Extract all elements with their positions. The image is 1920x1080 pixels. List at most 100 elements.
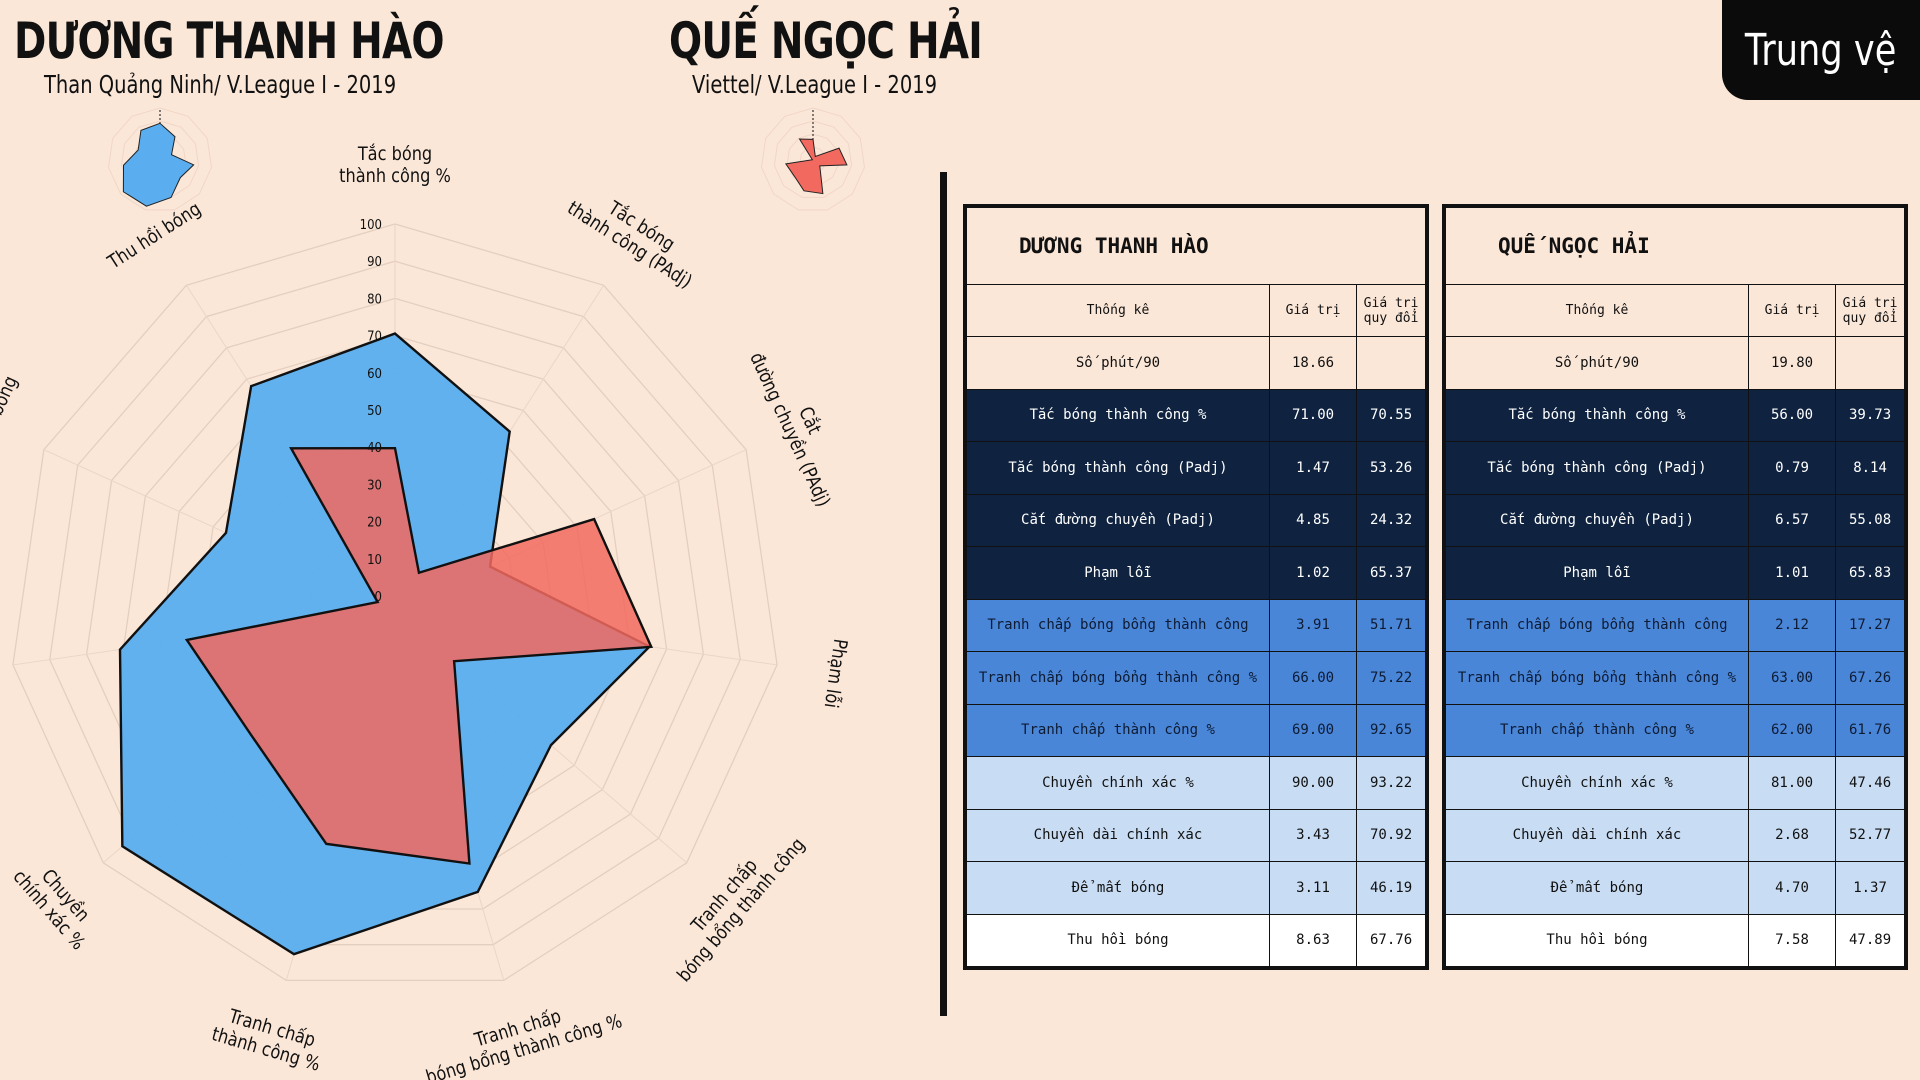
- stat-value-cell: 4.70: [1747, 861, 1837, 915]
- stat-name-cell: Tranh chấp bóng bổng thành công %: [1445, 651, 1749, 705]
- stat-name-cell: Tắc bóng thành công %: [1445, 388, 1749, 442]
- tick-label: 60: [367, 367, 382, 382]
- tick-label: 90: [367, 255, 382, 270]
- stat-adjusted-cell: 24.32: [1356, 493, 1426, 547]
- stat-value-cell: 3.43: [1268, 808, 1358, 862]
- tick-label: 40: [367, 441, 382, 456]
- stat-value-cell: 62.00: [1747, 703, 1837, 757]
- stat-name-cell: Tranh chấp bóng bổng thành công %: [966, 651, 1270, 705]
- table-row: Tranh chấp thành công % 69.00 92.65: [966, 703, 1426, 757]
- player2-stats-table: QUẾ NGỌC HẢI Thống kê Giá trị Giá trị quy đ…: [1442, 204, 1908, 970]
- axis-label-line: Phạm lỗi: [819, 637, 851, 709]
- table-row: Tắc bóng thành công % 71.00 70.55: [966, 388, 1426, 442]
- stat-value-cell: 3.91: [1268, 598, 1358, 652]
- stat-value-cell: 63.00: [1747, 651, 1837, 705]
- tick-label: 0: [375, 590, 382, 605]
- stat-name-cell: Thu hồi bóng: [1445, 913, 1749, 967]
- stat-value-cell: 1.02: [1268, 546, 1358, 600]
- table-player-name: QUẾ NGỌC HẢI: [1445, 207, 1905, 285]
- stat-name-cell: Chuyền chính xác %: [966, 756, 1270, 810]
- stat-name-cell: Tắc bóng thành công (Padj): [1445, 441, 1749, 495]
- tick-label: 50: [367, 404, 382, 419]
- axis-label-line: thành công %: [339, 166, 451, 188]
- player2-mini-radar: [761, 107, 865, 211]
- table-row: Thu hồi bóng 7.58 47.89: [1445, 913, 1905, 967]
- stat-adjusted-cell: 1.37: [1835, 861, 1905, 915]
- stat-name-cell: Tắc bóng thành công (Padj): [966, 441, 1270, 495]
- stat-value-cell: 90.00: [1268, 756, 1358, 810]
- axis-label-line: Tắc bóng: [357, 143, 432, 166]
- column-header-value: Giá trị: [1747, 284, 1837, 337]
- position-label: Trung vệ: [1745, 24, 1897, 76]
- table-row: Cắt đường chuyền (Padj) 6.57 55.08: [1445, 493, 1905, 547]
- player1-title: DƯƠNG THANH HÀO: [14, 12, 445, 70]
- stat-adjusted-cell: [1835, 336, 1905, 390]
- column-header-stat: Thống kê: [1445, 284, 1749, 337]
- stats-table: DƯƠNG THANH HÀO Thống kê Giá trị Giá trị qu…: [966, 207, 1426, 967]
- table-row: Tranh chấp bóng bổng thành công 2.12 17.27: [1445, 598, 1905, 652]
- player1-subtitle: Than Quảng Ninh/ V.League I - 2019: [44, 70, 397, 99]
- player2-subtitle: Viettel/ V.League I - 2019: [692, 70, 938, 99]
- tick-label: 30: [367, 478, 382, 493]
- stat-value-cell: 69.00: [1268, 703, 1358, 757]
- table-row: Để mất bóng 4.70 1.37: [1445, 861, 1905, 915]
- stat-value-cell: 8.63: [1268, 913, 1358, 967]
- table-row: Chuyền dài chính xác 2.68 52.77: [1445, 808, 1905, 862]
- axis-label: Thu hồi bóng: [103, 198, 205, 275]
- stat-adjusted-cell: 51.71: [1356, 598, 1426, 652]
- stat-name-cell: Để mất bóng: [1445, 861, 1749, 915]
- stat-value-cell: 3.11: [1268, 861, 1358, 915]
- table-row: Tranh chấp thành công % 62.00 61.76: [1445, 703, 1905, 757]
- stat-name-cell: Cắt đường chuyền (Padj): [966, 493, 1270, 547]
- stat-value-cell: 0.79: [1747, 441, 1837, 495]
- mini-series-area: [122, 122, 195, 207]
- stat-adjusted-cell: 92.65: [1356, 703, 1426, 757]
- stat-adjusted-cell: 46.19: [1356, 861, 1426, 915]
- tick-label: 70: [367, 330, 382, 345]
- stat-value-cell: 71.00: [1268, 388, 1358, 442]
- stat-adjusted-cell: 70.55: [1356, 388, 1426, 442]
- table-row: Số phút/90 18.66: [966, 336, 1426, 390]
- grid-ring: [12, 223, 778, 982]
- position-badge: Trung vệ: [1722, 0, 1920, 100]
- vertical-divider: [940, 172, 947, 1016]
- stat-adjusted-cell: 67.76: [1356, 913, 1426, 967]
- stat-value-cell: 1.01: [1747, 546, 1837, 600]
- stat-name-cell: Tranh chấp thành công %: [1445, 703, 1749, 757]
- column-header-stat: Thống kê: [966, 284, 1270, 337]
- stat-adjusted-cell: 65.37: [1356, 546, 1426, 600]
- axis-label-line: bóng bổng thành công: [673, 834, 810, 987]
- stats-table: QUẾ NGỌC HẢI Thống kê Giá trị Giá trị quy đ…: [1445, 207, 1905, 967]
- stat-name-cell: Tranh chấp thành công %: [966, 703, 1270, 757]
- stat-value-cell: 19.80: [1747, 336, 1837, 390]
- axis-label: Phạm lỗi: [819, 637, 851, 709]
- stat-name-cell: Để mất bóng: [966, 861, 1270, 915]
- mini-grid-ring: [108, 107, 212, 211]
- stat-value-cell: 18.66: [1268, 336, 1358, 390]
- stat-value-cell: 2.12: [1747, 598, 1837, 652]
- tick-label: 10: [367, 553, 382, 568]
- table-row: Tắc bóng thành công (Padj) 1.47 53.26: [966, 441, 1426, 495]
- stat-value-cell: 6.57: [1747, 493, 1837, 547]
- stat-adjusted-cell: 47.46: [1835, 756, 1905, 810]
- stat-adjusted-cell: 70.92: [1356, 808, 1426, 862]
- mini-grid-ring: [773, 120, 853, 198]
- player1-stats-table: DƯƠNG THANH HÀO Thống kê Giá trị Giá trị qu…: [963, 204, 1429, 970]
- axis-label: Để mất bóng: [0, 373, 22, 478]
- stat-name-cell: Phạm lỗi: [966, 546, 1270, 600]
- stat-adjusted-cell: 17.27: [1835, 598, 1905, 652]
- column-header-adjusted: Giá trị quy đổi: [1835, 284, 1905, 337]
- stat-name-cell: Tranh chấp bóng bổng thành công: [966, 598, 1270, 652]
- table-row: Tắc bóng thành công (Padj) 0.79 8.14: [1445, 441, 1905, 495]
- column-header-adjusted: Giá trị quy đổi: [1356, 284, 1426, 337]
- stat-name-cell: Cắt đường chuyền (Padj): [1445, 493, 1749, 547]
- stat-adjusted-cell: 93.22: [1356, 756, 1426, 810]
- grid-ring: [49, 260, 741, 946]
- stat-value-cell: 2.68: [1747, 808, 1837, 862]
- stat-adjusted-cell: 75.22: [1356, 651, 1426, 705]
- table-row: Tranh chấp bóng bổng thành công % 66.00 75…: [966, 651, 1426, 705]
